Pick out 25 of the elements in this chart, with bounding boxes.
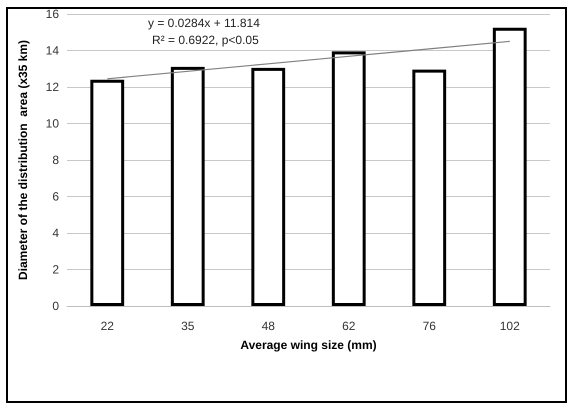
x-tick-label: 102 xyxy=(500,319,520,333)
bar xyxy=(251,68,286,306)
y-tick-label: 0 xyxy=(52,299,60,313)
y-tick-label: 2 xyxy=(52,262,60,276)
x-tick-label: 62 xyxy=(342,319,356,333)
bar xyxy=(170,66,205,306)
annotation: R² = 0.6922, p<0.05 xyxy=(152,33,260,47)
y-tick-label: 12 xyxy=(46,80,60,94)
x-axis-title: Average wing size (mm) xyxy=(240,338,377,352)
bar xyxy=(492,28,527,306)
y-tick-label: 16 xyxy=(46,7,60,21)
x-tick-label: 76 xyxy=(422,319,436,333)
x-tick-label: 48 xyxy=(262,319,276,333)
y-tick-label: 6 xyxy=(52,190,60,204)
y-tick-label: 4 xyxy=(52,226,60,240)
bar xyxy=(332,51,366,306)
y-tick-label: 8 xyxy=(52,153,60,167)
y-axis-title: Diameter of the distribution area (x35 km) xyxy=(16,40,30,280)
annotation: y = 0.0284x + 11.814 xyxy=(148,16,260,30)
bar xyxy=(90,80,124,306)
x-tick-label: 22 xyxy=(100,319,114,333)
bar xyxy=(412,70,446,306)
y-tick-label: 14 xyxy=(46,44,60,58)
x-tick-label: 35 xyxy=(181,319,195,333)
y-tick-label: 10 xyxy=(46,116,60,130)
